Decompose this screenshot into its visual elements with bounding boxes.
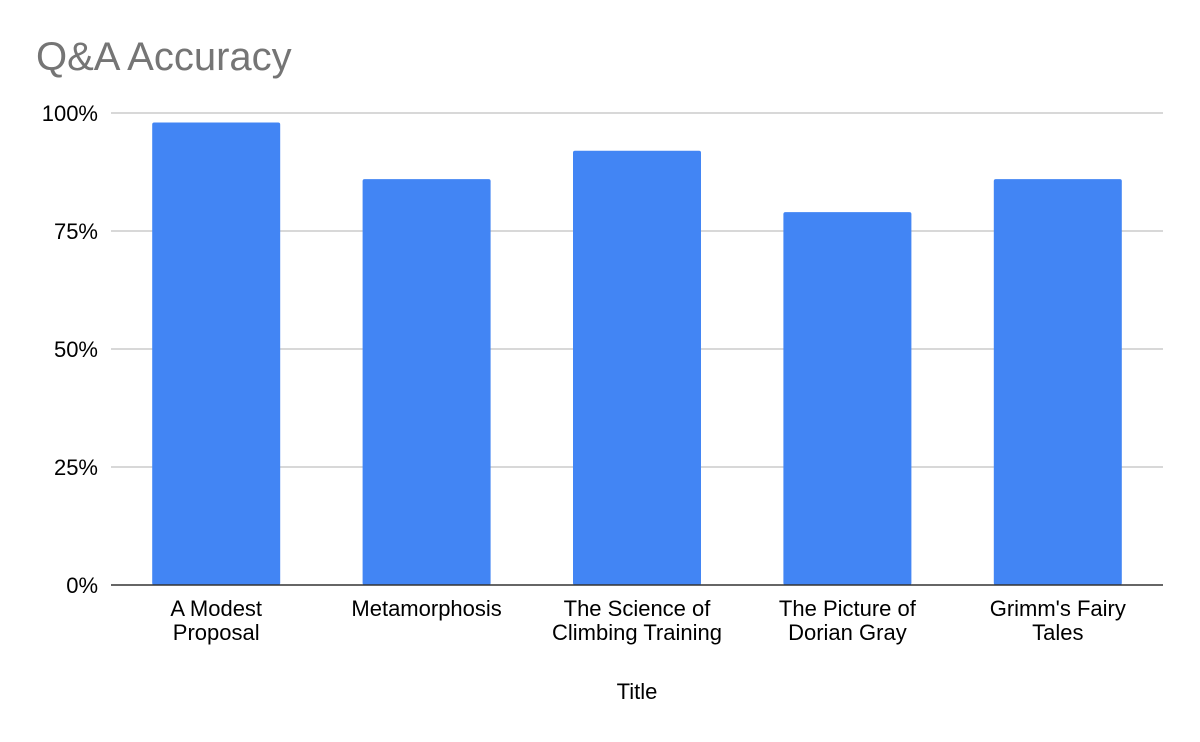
bar (993, 179, 1122, 585)
x-tick-label: The Picture of Dorian Gray (779, 596, 917, 645)
x-tick-label-line: A Modest (170, 596, 262, 621)
bar (783, 212, 912, 585)
y-tick-label: 50% (54, 337, 98, 362)
bar (152, 122, 281, 585)
chart-title: Q&A Accuracy (36, 35, 292, 79)
x-tick-labels: A Modest Proposal Metamorphosis The Science… (170, 596, 1126, 645)
bars (152, 122, 1122, 585)
x-tick-label: The Science of Climbing Training (552, 596, 722, 645)
x-tick-label: Grimm's Fairy Tales (990, 596, 1126, 645)
x-tick-label-line: Tales (1032, 620, 1083, 645)
x-tick-label-line: Dorian Gray (788, 620, 907, 645)
x-tick-label-line: Grimm's Fairy (990, 596, 1126, 621)
x-tick-label-line: Metamorphosis (351, 596, 501, 621)
y-tick-label: 25% (54, 455, 98, 480)
x-tick-label: Metamorphosis (351, 596, 501, 621)
x-tick-label: A Modest Proposal (170, 596, 262, 645)
x-tick-label-line: The Picture of (779, 596, 917, 621)
y-tick-labels: 0% 25% 50% 75% 100% (42, 101, 98, 598)
x-tick-label-line: Proposal (173, 620, 260, 645)
x-tick-label-line: The Science of (564, 596, 712, 621)
y-tick-label: 75% (54, 219, 98, 244)
bar (573, 150, 701, 585)
bar (362, 179, 491, 585)
x-tick-label-line: Climbing Training (552, 620, 722, 645)
x-axis-title: Title (617, 679, 658, 704)
y-tick-label: 100% (42, 101, 98, 126)
y-tick-label: 0% (66, 573, 98, 598)
